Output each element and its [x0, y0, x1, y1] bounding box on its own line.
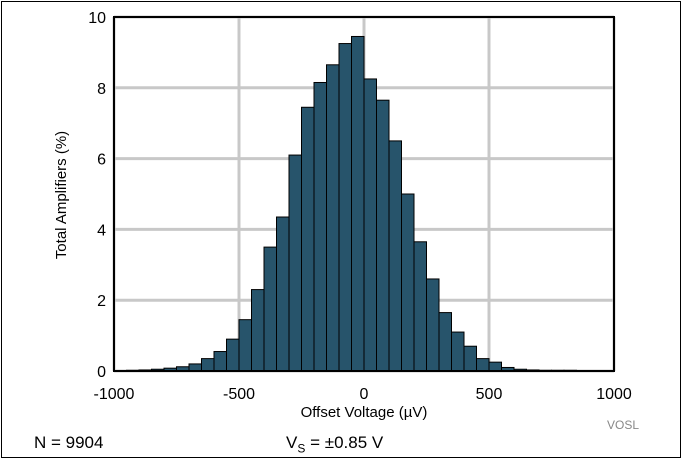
x-tick-labels: -1000 -500 0 500 1000	[94, 386, 632, 403]
histogram-bar	[376, 99, 390, 372]
histogram-bar	[401, 193, 415, 372]
histogram-bar	[451, 331, 465, 372]
histogram-bar	[251, 289, 265, 372]
histogram-bar	[288, 154, 302, 372]
histogram-bar	[313, 81, 327, 372]
histogram-bar	[301, 106, 315, 372]
histogram-bar	[488, 361, 502, 372]
x-tick-label: 0	[360, 386, 369, 403]
histogram-bar	[388, 140, 402, 372]
histogram-bar	[426, 278, 440, 372]
y-tick-label: 2	[97, 293, 106, 310]
histogram-bar	[201, 358, 215, 372]
y-tick-label: 0	[97, 364, 106, 381]
histogram-bars	[126, 35, 577, 372]
y-tick-label: 10	[88, 10, 106, 27]
x-tick-label: 1000	[596, 386, 632, 403]
y-tick-labels: 0 2 4 6 8 10	[88, 10, 106, 381]
histogram-bar	[188, 363, 202, 372]
histogram-bar	[338, 43, 352, 372]
x-tick-label: 500	[476, 386, 503, 403]
histogram-bar	[438, 312, 452, 372]
x-tick-label: -1000	[94, 386, 135, 403]
vs-subscript: S	[297, 441, 306, 456]
histogram-bar	[463, 345, 477, 372]
y-tick-label: 6	[97, 152, 106, 169]
histogram-bar	[413, 241, 427, 372]
histogram-bar	[226, 338, 240, 372]
histogram-bar	[363, 78, 377, 372]
histogram-bar	[276, 216, 290, 372]
vs-prefix: V	[286, 433, 298, 452]
y-tick-label: 8	[97, 81, 106, 98]
vs-value: = ±0.85 V	[305, 433, 384, 452]
histogram-bar	[326, 64, 340, 372]
histogram-bar	[263, 246, 277, 372]
sample-count: N = 9904	[34, 433, 104, 452]
y-axis-label: Total Amplifiers (%)	[53, 131, 70, 259]
histogram-bar	[238, 319, 252, 372]
x-axis-label: Offset Voltage (µV)	[301, 404, 428, 421]
supply-voltage: VS = ±0.85 V	[286, 433, 383, 455]
plot-border	[113, 16, 615, 372]
figure-tag: VOSL	[607, 418, 640, 432]
y-tick-label: 4	[97, 222, 106, 239]
x-tick-label: -500	[223, 386, 255, 403]
histogram-bar	[351, 35, 365, 372]
histogram-bar	[476, 358, 490, 372]
histogram-bar	[213, 351, 227, 372]
